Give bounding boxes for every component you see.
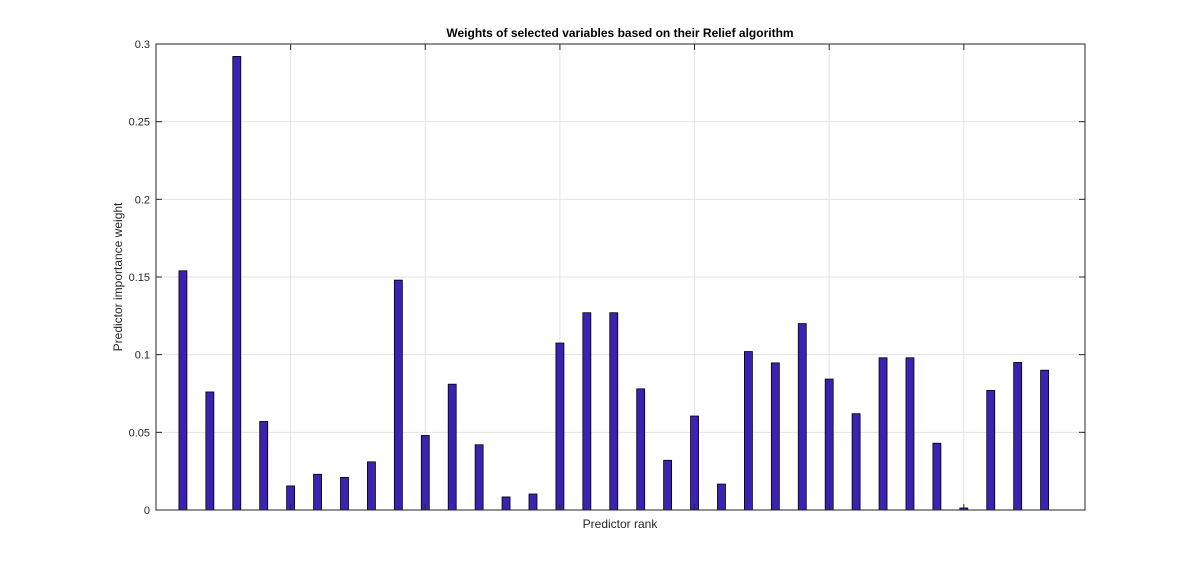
bar	[313, 473, 322, 511]
y-tick-label: 0.25	[129, 117, 150, 129]
bar	[178, 270, 188, 511]
y-tick-label: 0	[144, 505, 150, 517]
y-tick-label: 0.2	[135, 194, 150, 206]
bar	[717, 483, 726, 511]
y-tick-label: 0.15	[129, 272, 150, 284]
bar	[986, 389, 996, 511]
bar	[582, 312, 592, 511]
bar	[420, 435, 430, 511]
bar	[1040, 369, 1050, 511]
bar	[232, 56, 242, 511]
bar	[340, 476, 349, 511]
bar	[690, 415, 699, 511]
bar	[528, 493, 538, 511]
bar	[851, 413, 861, 511]
y-ticks: 0 0.05 0.1 0.15 0.2 0.25 0.3	[129, 39, 1085, 517]
grid	[156, 44, 1085, 510]
y-tick-label: 0.05	[129, 427, 150, 439]
bar	[663, 459, 673, 511]
bar	[367, 461, 376, 511]
bars	[178, 56, 1050, 511]
y-axis-label: Predictor importance weight	[111, 202, 125, 351]
x-axis-label: Predictor rank	[583, 517, 659, 531]
bar	[555, 342, 565, 511]
bar	[878, 357, 888, 511]
bar	[501, 496, 511, 511]
chart-title: Weights of selected variables based on t…	[446, 26, 793, 40]
bar	[474, 444, 484, 511]
bar	[905, 357, 915, 511]
bar	[205, 391, 215, 511]
y-tick-label: 0.1	[135, 350, 150, 362]
bar	[609, 312, 619, 511]
bar	[259, 421, 269, 511]
bar	[636, 388, 646, 511]
bar	[797, 323, 807, 511]
bar	[744, 351, 753, 511]
bar	[932, 442, 942, 511]
bar	[1013, 362, 1023, 511]
bar	[447, 383, 457, 511]
bar	[824, 378, 834, 511]
bar	[770, 362, 780, 511]
bar	[393, 279, 403, 511]
y-tick-label: 0.3	[135, 39, 150, 51]
